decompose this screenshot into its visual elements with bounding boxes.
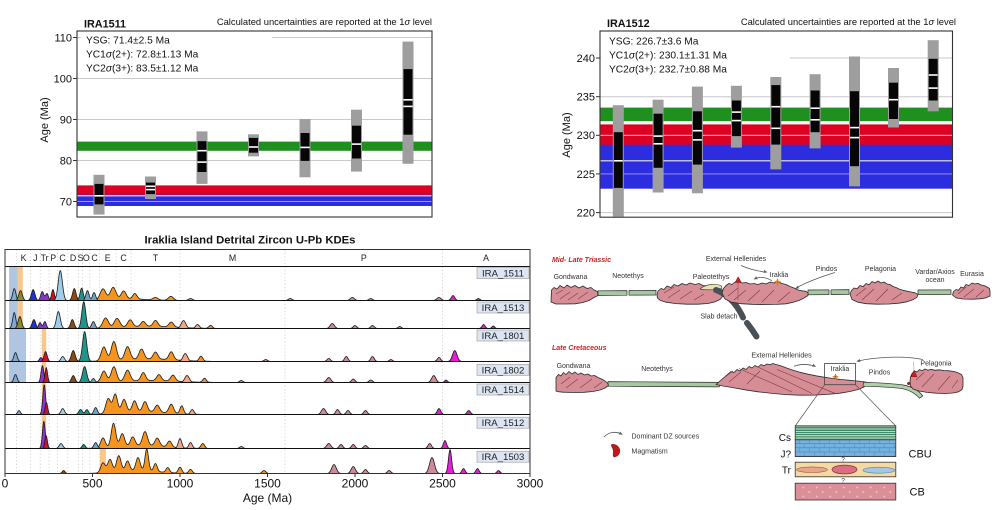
svg-text:Mid- Late Triassic: Mid- Late Triassic	[552, 257, 611, 264]
svg-text:Age (Ma): Age (Ma)	[39, 97, 51, 142]
svg-text:CBU: CBU	[909, 449, 932, 461]
svg-text:70: 70	[60, 196, 72, 208]
svg-text:2000: 2000	[342, 477, 369, 491]
svg-text:YSG: 71.4±2.5 Ma: YSG: 71.4±2.5 Ma	[86, 36, 170, 47]
svg-text:T: T	[153, 253, 159, 263]
svg-text:A: A	[483, 253, 489, 263]
svg-text:Pelagonia: Pelagonia	[865, 266, 896, 273]
svg-text:Calculated uncertainties are r: Calculated uncertainties are reported at…	[217, 16, 432, 27]
svg-text:90: 90	[60, 114, 72, 126]
svg-text:ocean: ocean	[925, 277, 944, 284]
svg-text:IRA_1514: IRA_1514	[482, 385, 525, 396]
svg-text:Neotethys: Neotethys	[641, 366, 673, 373]
svg-text:235: 235	[577, 92, 595, 104]
svg-text:Age (Ma): Age (Ma)	[243, 491, 292, 505]
svg-text:C: C	[91, 253, 98, 263]
svg-text:Gondwana: Gondwana	[554, 274, 588, 281]
svg-text:Slab detach: Slab detach	[701, 314, 738, 321]
svg-text:Dominant DZ sources: Dominant DZ sources	[632, 434, 700, 441]
svg-text:0: 0	[2, 477, 9, 491]
svg-text:1500: 1500	[254, 477, 281, 491]
svg-text:P: P	[50, 253, 56, 263]
svg-text:S: S	[78, 253, 84, 263]
svg-text:CB: CB	[910, 487, 925, 499]
svg-text:Late Cretaceous: Late Cretaceous	[552, 345, 607, 352]
svg-text:Vardar/Axios: Vardar/Axios	[915, 269, 955, 276]
svg-text:IRA_1512: IRA_1512	[482, 418, 525, 429]
svg-text:M: M	[229, 253, 236, 263]
svg-text:IRA_1802: IRA_1802	[482, 365, 525, 376]
svg-text:100: 100	[54, 73, 72, 85]
svg-text:Pindos: Pindos	[869, 370, 891, 377]
svg-text:IRA1511: IRA1511	[84, 19, 126, 31]
svg-text:225: 225	[577, 169, 595, 181]
svg-text:80: 80	[60, 155, 72, 167]
svg-text:Age (Ma): Age (Ma)	[561, 112, 573, 157]
svg-text:Neotethys: Neotethys	[612, 273, 644, 280]
svg-text:C: C	[120, 253, 127, 263]
svg-text:IRA_1503: IRA_1503	[482, 452, 525, 463]
svg-text:External Hellenides: External Hellenides	[751, 353, 812, 360]
svg-text:J: J	[33, 253, 37, 263]
svg-text:230: 230	[577, 130, 595, 142]
svg-text:Pindos: Pindos	[816, 266, 838, 273]
svg-text:E: E	[105, 253, 111, 263]
svg-text:YC1σ(2+): 230.1±1.31 Ma: YC1σ(2+): 230.1±1.31 Ma	[609, 50, 727, 61]
svg-text:Calculated uncertainties are r: Calculated uncertainties are reported at…	[741, 16, 956, 27]
svg-text:500: 500	[82, 477, 102, 491]
svg-text:Iraklia Island Detrital Zircon: Iraklia Island Detrital Zircon U-Pb KDEs	[145, 235, 356, 247]
svg-text:IRA1512: IRA1512	[607, 18, 650, 30]
svg-text:Tr: Tr	[782, 466, 792, 477]
svg-text:Eurasia: Eurasia	[960, 271, 984, 278]
svg-text:?: ?	[841, 477, 845, 484]
svg-text:IRA_1513: IRA_1513	[482, 303, 525, 314]
svg-text:K: K	[21, 253, 27, 263]
svg-text:J?: J?	[780, 450, 791, 461]
svg-text:YC1σ(2+): 72.8±1.13 Ma: YC1σ(2+): 72.8±1.13 Ma	[86, 50, 199, 61]
svg-text:?: ?	[841, 456, 845, 463]
svg-text:Gondwana: Gondwana	[557, 363, 591, 370]
svg-text:YSG: 226.7±3.6 Ma: YSG: 226.7±3.6 Ma	[609, 36, 699, 47]
svg-text:Iraklia: Iraklia	[770, 272, 789, 279]
svg-text:C: C	[59, 253, 66, 263]
svg-text:IRA_1801: IRA_1801	[482, 331, 525, 342]
svg-text:220: 220	[577, 208, 595, 220]
svg-text:Magmatism: Magmatism	[632, 449, 668, 456]
svg-text:Paleotethys: Paleotethys	[693, 274, 730, 281]
svg-text:External Hellenides: External Hellenides	[706, 256, 767, 263]
svg-text:O: O	[83, 253, 90, 263]
svg-text:Tr: Tr	[41, 253, 49, 263]
svg-text:Pelagonia: Pelagonia	[920, 361, 951, 368]
svg-text:IRA_1511: IRA_1511	[482, 269, 524, 280]
svg-text:P: P	[361, 253, 367, 263]
svg-text:Cs: Cs	[779, 433, 791, 444]
svg-text:2500: 2500	[429, 477, 456, 491]
svg-text:Iraklia: Iraklia	[831, 366, 850, 373]
svg-text:240: 240	[577, 53, 595, 65]
svg-text:YC2σ(3+): 232.7±0.88 Ma: YC2σ(3+): 232.7±0.88 Ma	[609, 64, 727, 75]
svg-text:3000: 3000	[517, 477, 544, 491]
svg-text:D: D	[70, 253, 76, 263]
svg-text:1000: 1000	[167, 477, 194, 491]
svg-text:YC2σ(3+): 83.5±1.12 Ma: YC2σ(3+): 83.5±1.12 Ma	[86, 64, 199, 75]
svg-text:110: 110	[54, 32, 72, 44]
